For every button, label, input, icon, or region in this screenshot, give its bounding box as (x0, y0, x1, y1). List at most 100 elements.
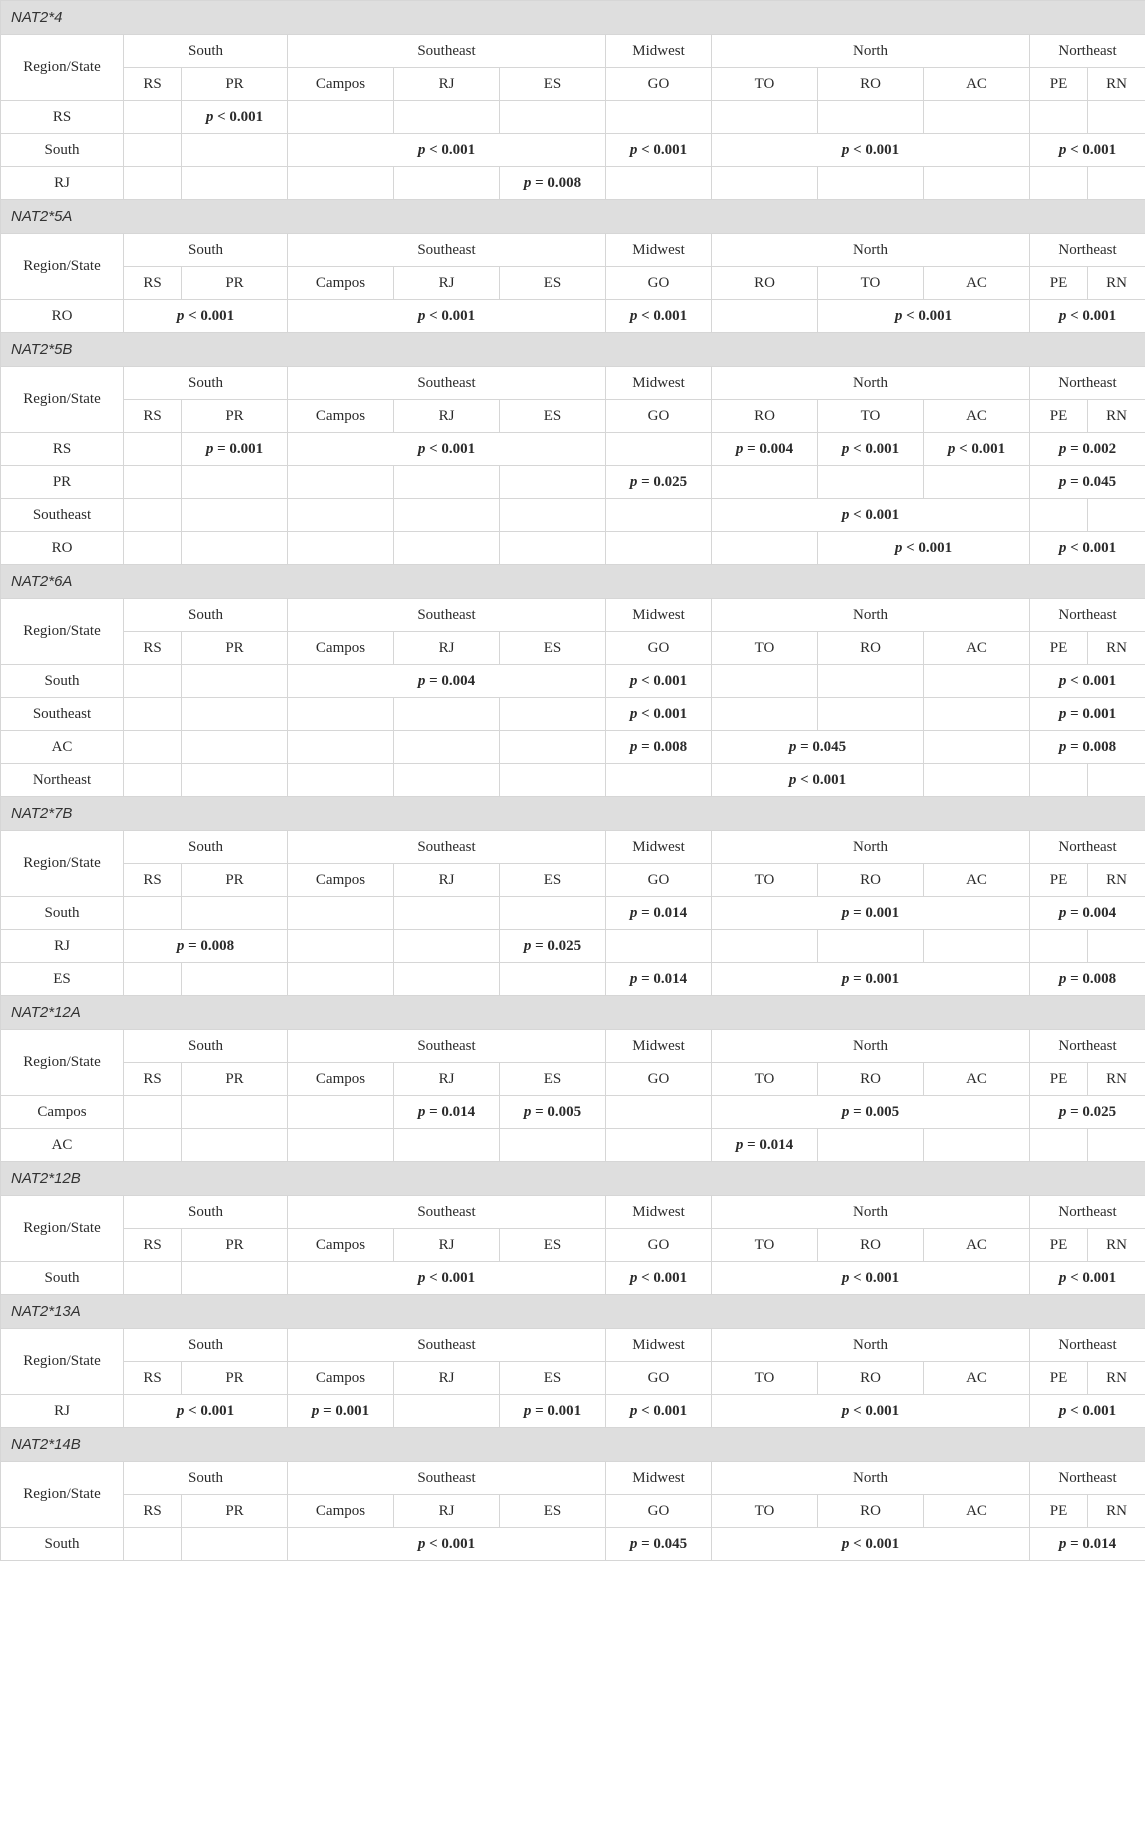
region-state-header: Region/State (0, 830, 124, 897)
p-value-cell: p < 0.001 (287, 133, 606, 167)
p-value-cell: p < 0.001 (605, 664, 712, 698)
state-header: RO (711, 399, 818, 433)
state-header: Campos (287, 863, 394, 897)
region-header-south: South (123, 598, 288, 632)
section-title: NAT2*14B (0, 1427, 1145, 1462)
section-title-row: NAT2*12B (0, 1161, 1145, 1196)
empty-cell (123, 531, 182, 565)
table-row: South p = 0.004 p < 0.001 p < 0.001 (0, 664, 1145, 698)
state-header: PE (1029, 67, 1088, 101)
section-title: NAT2*4 (0, 0, 1145, 35)
state-header: PR (181, 863, 288, 897)
state-header: PE (1029, 1228, 1088, 1262)
region-header-southeast: Southeast (287, 598, 606, 632)
row-label: AC (0, 730, 124, 764)
table-row: RS p < 0.001 (0, 100, 1145, 134)
empty-cell (923, 929, 1030, 963)
table-row: RJ p = 0.008 p = 0.025 (0, 929, 1145, 963)
region-header-midwest: Midwest (605, 1461, 712, 1495)
state-header: PR (181, 1228, 288, 1262)
state-header: RJ (393, 1228, 500, 1262)
empty-cell (123, 1261, 182, 1295)
region-header-north: North (711, 1029, 1030, 1063)
state-header: ES (499, 1494, 606, 1528)
empty-cell (287, 1095, 394, 1129)
state-header: RJ (393, 67, 500, 101)
state-header: RJ (393, 631, 500, 665)
p-value-cell: p = 0.045 (1028, 465, 1145, 499)
region-state-header: Region/State (0, 34, 124, 101)
p-value-cell: p < 0.001 (1028, 299, 1145, 333)
empty-cell (123, 465, 182, 499)
state-header: ES (499, 266, 606, 300)
table-row: AC p = 0.008 p = 0.045 p = 0.008 (0, 730, 1145, 764)
region-header-north: North (711, 1461, 1030, 1495)
p-value-table: NAT2*4 Region/State South Southeast Midwest N… (0, 0, 1145, 1561)
table-row: ES p = 0.014 p = 0.001 p = 0.008 (0, 962, 1145, 996)
empty-cell (711, 697, 818, 731)
row-label: South (0, 1261, 124, 1295)
empty-cell (123, 962, 182, 996)
empty-cell (287, 531, 394, 565)
p-value-cell: p = 0.001 (711, 962, 1030, 996)
empty-cell (393, 929, 500, 963)
region-header-northeast: Northeast (1028, 830, 1145, 864)
state-header: AC (923, 266, 1030, 300)
empty-cell (1086, 929, 1145, 963)
p-value-cell: p < 0.001 (605, 133, 712, 167)
p-value-cell: p = 0.014 (605, 896, 712, 930)
empty-cell (181, 1095, 288, 1129)
state-header: GO (605, 631, 712, 665)
section-title: NAT2*13A (0, 1294, 1145, 1329)
region-state-header: Region/State (0, 1461, 124, 1528)
row-label: AC (0, 1128, 124, 1162)
p-value-cell: p < 0.001 (1028, 1394, 1145, 1428)
p-value-cell: p < 0.001 (287, 1527, 606, 1561)
state-header: Campos (287, 67, 394, 101)
state-header: AC (923, 631, 1030, 665)
state-header: PE (1029, 399, 1088, 433)
empty-cell (711, 531, 818, 565)
state-header: ES (499, 67, 606, 101)
state-header: TO (817, 266, 924, 300)
state-header-row: RS PR Campos RJ ES GO TO RO AC PE RN (1, 1361, 1145, 1395)
empty-cell (605, 100, 712, 134)
p-value-cell: p < 0.001 (711, 498, 1030, 532)
p-value-cell: p = 0.008 (123, 929, 288, 963)
p-value-cell: p = 0.025 (1028, 1095, 1145, 1129)
empty-cell (181, 664, 288, 698)
state-header: RN (1086, 67, 1145, 101)
state-header: GO (605, 1228, 712, 1262)
empty-cell (287, 730, 394, 764)
empty-cell (393, 896, 500, 930)
state-header: PE (1029, 1062, 1088, 1096)
empty-cell (393, 697, 500, 731)
table-row: RJ p = 0.008 (0, 166, 1145, 200)
region-header-south: South (123, 1029, 288, 1063)
state-header: RS (123, 399, 182, 433)
empty-cell (181, 1527, 288, 1561)
empty-cell (923, 465, 1030, 499)
region-header-midwest: Midwest (605, 1328, 712, 1362)
state-header: RS (123, 631, 182, 665)
state-header: PE (1029, 1494, 1088, 1528)
p-value-cell: p = 0.004 (287, 664, 606, 698)
region-header-row: Region/State South Southeast Midwest North No… (0, 1195, 1145, 1262)
empty-cell (923, 763, 1030, 797)
p-value-cell: p < 0.001 (711, 1261, 1030, 1295)
state-header: TO (711, 1228, 818, 1262)
empty-cell (393, 1394, 500, 1428)
state-header: RO (817, 1062, 924, 1096)
empty-cell (393, 962, 500, 996)
empty-cell (181, 763, 288, 797)
empty-cell (817, 100, 924, 134)
state-header: RS (123, 67, 182, 101)
region-state-header: Region/State (0, 366, 124, 433)
state-header: RO (817, 863, 924, 897)
empty-cell (1086, 100, 1145, 134)
p-value-cell: p = 0.001 (287, 1394, 394, 1428)
empty-cell (287, 498, 394, 532)
empty-cell (393, 730, 500, 764)
row-label: Campos (0, 1095, 124, 1129)
section-title-row: NAT2*13A (0, 1294, 1145, 1329)
